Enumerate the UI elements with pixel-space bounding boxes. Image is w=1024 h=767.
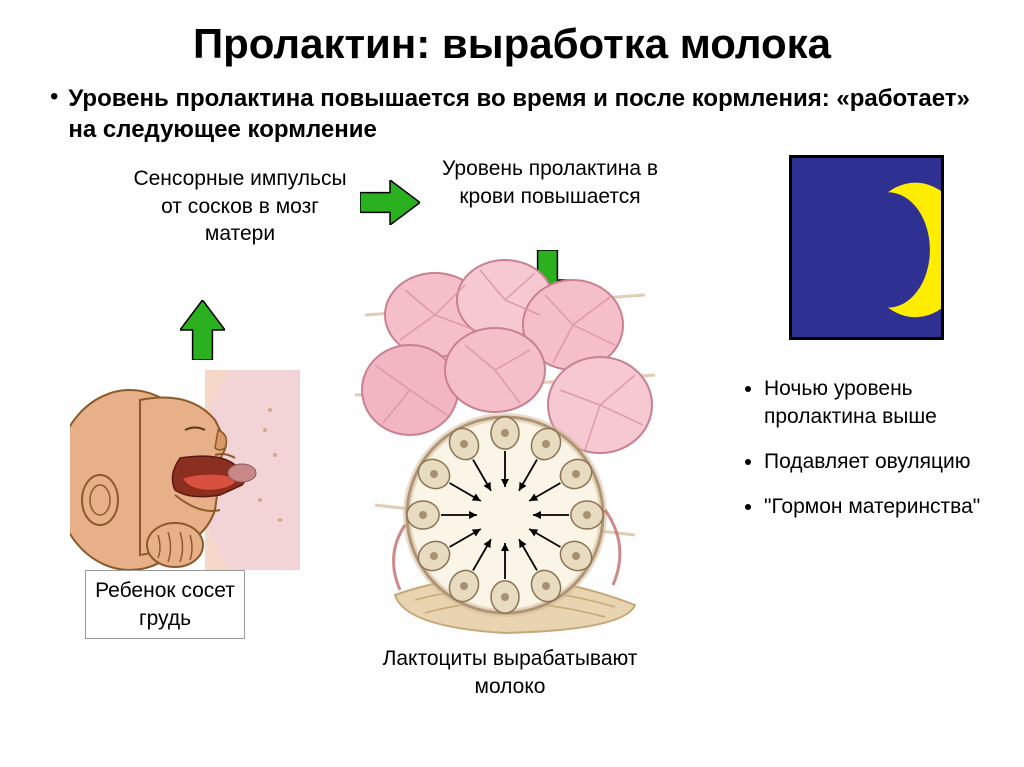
diagram-area: Сенсорные импульсы от сосков в мозг мате… [30,155,994,715]
baby-illustration [70,370,300,570]
label-sensory-impulses: Сенсорные импульсы от сосков в мозг мате… [130,165,350,247]
night-indicator [789,155,944,340]
side-fact-motherhood: "Гормон материнства" [764,493,994,520]
side-fact-ovulation: Подавляет овуляцию [764,448,994,475]
side-facts-list: Ночью уровень пролактина выше Подавляет … [744,375,994,538]
label-prolactin-blood: Уровень пролактина в крови повышается [440,155,660,210]
label-lactocytes: Лактоциты вырабатывают молоко [380,645,640,700]
subtitle-text: Уровень пролактина повышается во время и… [68,83,994,145]
mammary-gland-illustration [335,255,675,635]
label-baby-caption: Ребенок сосет грудь [85,570,245,639]
arrow-right-icon [360,180,420,225]
bullet-icon: • [50,83,58,112]
page-title: Пролактин: выработка молока [30,20,994,68]
side-fact-night: Ночью уровень пролактина выше [764,375,994,430]
arrow-up-icon [180,300,225,360]
subtitle-row: • Уровень пролактина повышается во время… [50,83,994,145]
